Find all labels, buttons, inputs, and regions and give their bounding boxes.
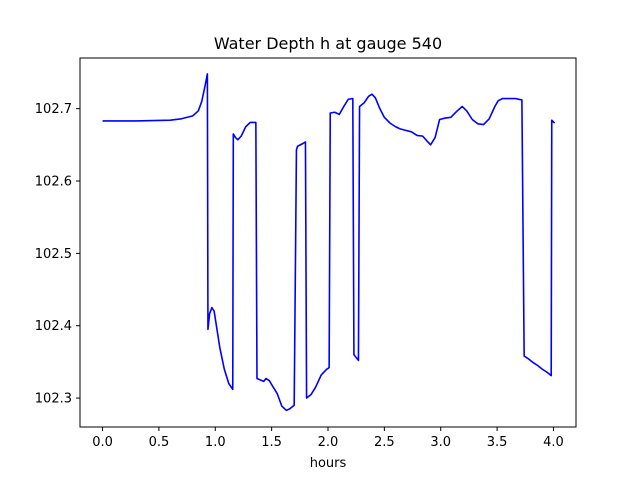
y-tick-label: 102.6: [35, 175, 72, 190]
x-tick-label: 0.0: [92, 435, 113, 450]
chart-title: Water Depth h at gauge 540: [214, 34, 442, 53]
x-tick-label: 1.0: [205, 435, 226, 450]
y-tick-label: 102.7: [35, 102, 72, 117]
x-tick-label: 3.5: [487, 435, 508, 450]
x-tick-label: 2.5: [374, 435, 395, 450]
plot-area: [102, 73, 556, 412]
x-tick-label: 0.5: [149, 435, 170, 450]
x-tick-label: 3.0: [430, 435, 451, 450]
y-tick-label: 102.4: [35, 319, 72, 334]
x-axis-label: hours: [310, 456, 347, 471]
x-axis: 0.0 0.5 1.0 1.5 2.0 2.5 3.0 3.5 4.0: [92, 427, 564, 450]
series-line-0: [102, 73, 556, 412]
y-tick-label: 102.3: [35, 392, 72, 407]
y-tick-label: 102.5: [35, 247, 72, 262]
x-tick-label: 4.0: [543, 435, 564, 450]
x-tick-label: 2.0: [318, 435, 339, 450]
y-axis: 102.3 102.4 102.5 102.6 102.7: [35, 102, 80, 407]
x-tick-label: 1.5: [261, 435, 282, 450]
